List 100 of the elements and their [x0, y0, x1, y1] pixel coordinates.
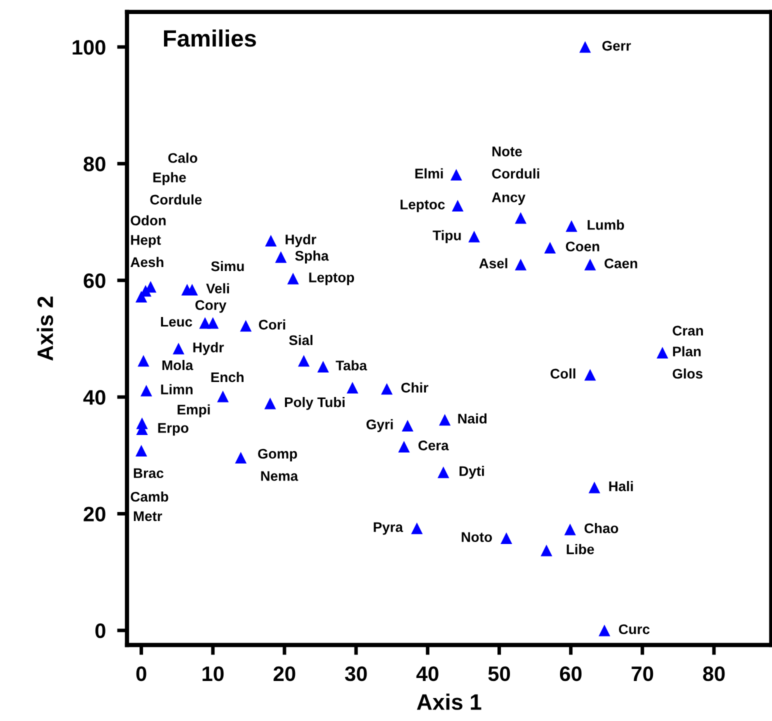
- point: [588, 482, 600, 494]
- annotation: Ancy: [492, 192, 526, 205]
- annotation: Lumb: [588, 220, 624, 230]
- annotation: Leptop: [309, 272, 354, 286]
- x-tick-label: 30: [344, 666, 367, 682]
- annotation: Limn: [161, 384, 193, 394]
- annotation: Veli: [206, 283, 229, 294]
- point: [298, 355, 310, 367]
- point: [439, 414, 451, 426]
- annotation: Coen: [566, 242, 600, 252]
- annotation: Gerr: [602, 40, 631, 51]
- annotation: Odon: [130, 215, 166, 226]
- y-axis-title: Axis 2: [36, 296, 54, 361]
- annotation: Ephe: [153, 172, 186, 186]
- point: [514, 258, 527, 270]
- x-tick-label: 60: [560, 666, 582, 682]
- point: [138, 355, 150, 367]
- annotation: Curc: [618, 624, 650, 634]
- annotation: Calo: [168, 152, 198, 163]
- annotation: Plan: [673, 346, 701, 356]
- point: [402, 420, 414, 432]
- point: [275, 251, 287, 263]
- point: [264, 398, 276, 410]
- annotation: Empi: [178, 404, 210, 418]
- point: [136, 290, 148, 302]
- annotation: Gyri: [366, 419, 393, 432]
- annotation: Dyti: [460, 466, 484, 479]
- point: [579, 41, 591, 53]
- annotation: Hydr: [286, 234, 316, 248]
- x-tick-label: 70: [632, 666, 654, 682]
- annotation: Cory: [195, 300, 226, 313]
- annotation: Noto: [462, 532, 492, 542]
- annotation: Libe: [566, 544, 594, 554]
- annotation: Cran: [672, 326, 703, 336]
- annotation: Nema: [261, 471, 298, 481]
- x-tick-label: 0: [136, 666, 146, 682]
- y-tick-label: 40: [83, 390, 106, 405]
- annotation: Aesh: [130, 256, 164, 268]
- annotation: Leptoc: [400, 200, 445, 212]
- annotation: Naid: [458, 413, 486, 424]
- annotation: Sial: [289, 334, 312, 346]
- annotation: Simu: [211, 260, 244, 272]
- annotation: Camb: [130, 491, 168, 502]
- point: [598, 624, 610, 636]
- annotation: Coll: [550, 368, 576, 379]
- point: [514, 212, 527, 224]
- point: [317, 360, 329, 373]
- point: [240, 320, 252, 332]
- point: [235, 452, 247, 464]
- annotation: Chao: [584, 523, 618, 534]
- point: [468, 230, 480, 242]
- x-axis-title: Axis 1: [416, 694, 482, 710]
- x-tick-label: 20: [274, 666, 296, 682]
- annotation: Taba: [336, 360, 368, 370]
- y-tick-label: 20: [84, 506, 106, 522]
- point: [544, 242, 556, 254]
- annotation: Mola: [162, 360, 194, 370]
- annotation: Hept: [131, 235, 161, 248]
- x-tick-label: 50: [488, 666, 510, 682]
- annotation: Cordule: [150, 194, 202, 205]
- annotation: Hydr: [193, 342, 224, 356]
- annotation: Asel: [479, 258, 508, 268]
- point: [566, 220, 578, 232]
- annotation: Cori: [258, 319, 286, 330]
- y-tick-label: 0: [95, 623, 106, 638]
- annotation: Metr: [134, 511, 162, 522]
- y-tick-label: 100: [72, 40, 106, 55]
- point: [411, 522, 423, 534]
- point: [584, 258, 596, 270]
- point: [381, 383, 393, 395]
- annotation: Caen: [604, 258, 638, 268]
- point: [207, 317, 219, 329]
- x-tick-label: 10: [202, 666, 224, 682]
- annotation: Tipu: [432, 230, 461, 244]
- annotation: Spha: [295, 250, 329, 264]
- annotation: Ench: [211, 372, 244, 382]
- annotation: Note: [492, 146, 522, 156]
- point: [287, 272, 299, 284]
- point: [136, 444, 148, 457]
- x-tick-label: 80: [703, 666, 725, 682]
- annotation: Cera: [418, 440, 449, 450]
- annotation: Gomp: [258, 448, 298, 462]
- point: [438, 466, 450, 478]
- point: [500, 532, 512, 544]
- annotation: Erpo: [158, 423, 188, 436]
- annotation: Corduli: [492, 168, 540, 179]
- annotation: Elmi: [415, 168, 443, 178]
- point: [217, 390, 229, 402]
- annotation: Brac: [134, 468, 164, 478]
- point: [265, 234, 277, 246]
- annotation: Poly Tubi: [284, 396, 345, 410]
- y-tick-label: 60: [84, 273, 106, 288]
- annotation: Leuc: [161, 316, 192, 327]
- x-tick-label: 40: [416, 666, 438, 682]
- point: [584, 369, 596, 381]
- annotation: Glos: [672, 368, 702, 379]
- point: [450, 168, 462, 181]
- text: Families: [164, 29, 256, 47]
- point: [452, 200, 464, 212]
- annotation: Pyra: [374, 522, 404, 535]
